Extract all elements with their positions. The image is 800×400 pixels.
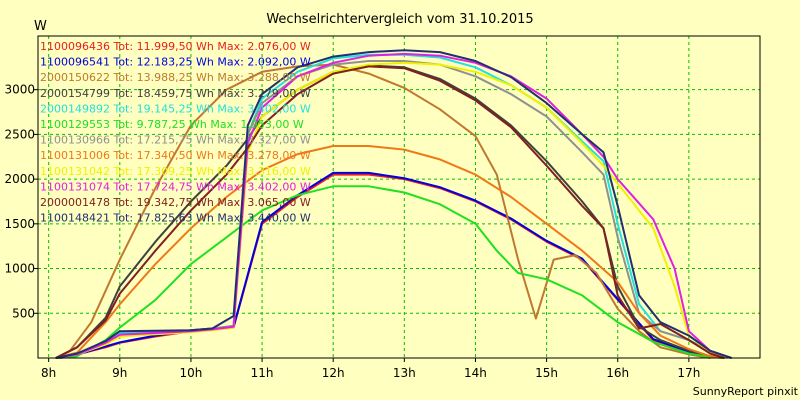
legend-entry-2000150622: 2000150622 Tot: 13.988,25 Wh Max: 3.288,… — [40, 71, 311, 84]
chart-credit: SunnyReport pinxit — [693, 385, 799, 398]
y-tick-label: 3000 — [4, 83, 35, 97]
legend-entry-1100129553: 1100129553 Tot: 9.787,25 Wh Max: 1.953,0… — [40, 118, 304, 131]
x-tick-label: 16h — [606, 366, 629, 380]
legend-entry-2000001478: 2000001478 Tot: 19.342,75 Wh Max: 3.065,… — [40, 196, 311, 209]
legend-entry-1100131006: 1100131006 Tot: 17.340,50 Wh Max: 3.278,… — [40, 149, 311, 162]
legend-entry-1100148421: 1100148421 Tot: 17.825,63 Wh Max: 3.440,… — [40, 212, 311, 225]
legend-entry-1100131042: 1100131042 Tot: 17.309,25 Wh Max: 3.316,… — [40, 165, 311, 178]
legend-entry-2000154799: 2000154799 Tot: 18.459,75 Wh Max: 3.279,… — [40, 87, 311, 100]
y-tick-label: 1500 — [4, 217, 35, 231]
x-tick-label: 17h — [677, 366, 700, 380]
y-tick-label: 2500 — [4, 127, 35, 141]
series-line-2000001478 — [55, 65, 725, 359]
x-axis-ticks: 8h 9h 10h 11h 12h 13h 14h 15h 16h 17h — [41, 358, 700, 380]
series-line-1100148421 — [55, 49, 732, 359]
x-tick-label: 14h — [464, 366, 487, 380]
x-tick-label: 11h — [251, 366, 274, 380]
chart-legend: 1100096436 Tot: 11.999,50 Wh Max: 2.076,… — [40, 40, 311, 225]
series-line-1100131006 — [55, 145, 725, 359]
y-tick-label: 500 — [12, 306, 35, 320]
x-tick-label: 15h — [535, 366, 558, 380]
x-tick-label: 9h — [112, 366, 127, 380]
x-tick-label: 8h — [41, 366, 56, 380]
chart-title: Wechselrichtervergleich vom 31.10.2015 — [266, 12, 533, 27]
legend-entry-2000149892: 2000149892 Tot: 19.145,25 Wh Max: 3.402,… — [40, 102, 311, 115]
series-line-1100129553 — [55, 185, 725, 359]
legend-entry-1100130966: 1100130966 Tot: 17.215,75 Wh Max: 3.327,… — [40, 134, 311, 147]
plot-frame — [37, 35, 761, 359]
legend-entry-1100096541: 1100096541 Tot: 12.183,25 Wh Max: 2.092,… — [40, 56, 311, 69]
x-tick-label: 13h — [393, 366, 416, 380]
series-line-2000150622 — [55, 63, 711, 359]
y-tick-label: 2000 — [4, 172, 35, 186]
y-tick-label: 1000 — [4, 262, 35, 276]
x-tick-label: 12h — [322, 366, 345, 380]
legend-entry-1100131074: 1100131074 Tot: 17.724,75 Wh Max: 3.402,… — [40, 180, 311, 193]
y-axis-unit: W — [34, 19, 47, 34]
x-tick-label: 10h — [179, 366, 202, 380]
legend-entry-1100096436: 1100096436 Tot: 11.999,50 Wh Max: 2.076,… — [40, 40, 311, 53]
chart-series — [55, 49, 732, 359]
y-axis-ticks: 500 1000 1500 2000 2500 3000 — [4, 83, 38, 320]
